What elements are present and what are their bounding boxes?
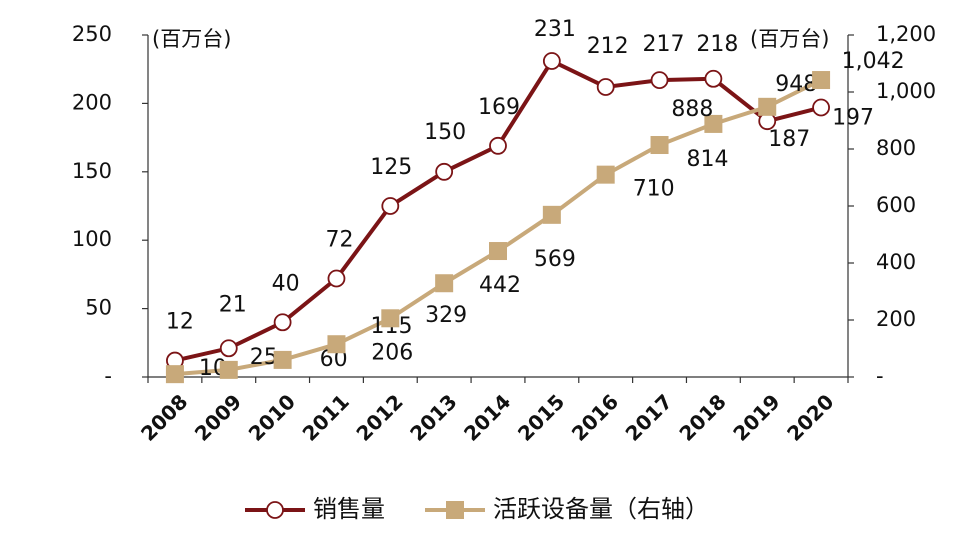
data-label: 814 (687, 147, 729, 172)
y-axis-unit: (百万台) (152, 27, 231, 51)
point (381, 309, 400, 328)
point (542, 205, 561, 224)
data-label: 948 (775, 72, 817, 97)
point (327, 335, 346, 354)
point (542, 52, 561, 70)
series-line (174, 78, 822, 377)
x-tick-label: 2011 (298, 389, 354, 445)
y2-tick-label: - (876, 364, 884, 388)
data-label: 231 (534, 17, 576, 42)
y-tick-label: 100 (72, 227, 112, 251)
y-tick-label: 150 (72, 159, 112, 183)
y2-tick-label: 600 (876, 193, 916, 217)
point (435, 162, 454, 181)
x-tick-label: 2009 (190, 389, 246, 445)
x-tick-label: 2010 (244, 389, 300, 445)
x-tick-label: 2013 (405, 389, 461, 445)
data-label: 329 (425, 303, 467, 328)
legend-marker (446, 501, 464, 519)
y2-tick-label: 1,000 (876, 79, 936, 103)
data-label: 710 (633, 177, 675, 202)
legend-marker (266, 501, 284, 519)
data-label: 187 (768, 127, 810, 152)
x-tick-label: 2018 (674, 389, 730, 445)
data-label: 169 (478, 95, 520, 120)
point (435, 274, 454, 293)
data-label: 442 (479, 273, 521, 298)
y2-tick-label: 800 (876, 136, 916, 160)
point (381, 197, 400, 215)
point (273, 313, 292, 332)
x-tick-label: 2012 (351, 389, 407, 445)
data-label: 21 (219, 292, 247, 317)
y-tick-label: 200 (72, 90, 112, 114)
x-tick-label: 2017 (621, 389, 677, 445)
y-tick-label: 50 (85, 296, 112, 320)
y2-tick-label: 400 (876, 250, 916, 274)
point (758, 97, 777, 116)
point (219, 360, 238, 379)
data-label: 212 (587, 34, 629, 59)
data-label: 125 (370, 155, 412, 180)
y2-axis-unit: (百万台) (750, 27, 829, 51)
point (596, 165, 615, 184)
data-label: 197 (832, 106, 874, 131)
y-tick-label: - (104, 364, 112, 388)
point (812, 98, 830, 117)
point (650, 71, 669, 90)
data-label: 12 (166, 310, 194, 335)
x-tick-label: 2008 (136, 389, 192, 445)
data-label: 1,042 (842, 49, 905, 74)
point (489, 242, 507, 261)
data-label: 40 (272, 271, 300, 296)
point (327, 269, 346, 288)
x-tick-label: 2016 (567, 389, 623, 445)
data-label: 206 (371, 340, 413, 365)
y2-tick-label: 200 (876, 307, 916, 331)
point (650, 136, 669, 155)
point (596, 78, 615, 96)
x-tick-label: 2014 (459, 389, 515, 445)
point (273, 350, 292, 369)
point (812, 71, 831, 90)
legend-label: 销售量 (313, 495, 385, 523)
data-label: 25 (250, 345, 278, 370)
x-tick-label: 2020 (782, 389, 838, 445)
data-label: 569 (534, 247, 576, 272)
x-tick-label: 2015 (513, 389, 569, 445)
y-tick-label: 250 (72, 22, 112, 46)
x-tick-label: 2019 (728, 389, 784, 445)
data-label: 218 (696, 32, 738, 57)
point (489, 136, 507, 155)
data-label: 150 (424, 120, 466, 145)
legend-label: 活跃设备量（右轴） (493, 495, 709, 523)
data-label: 217 (643, 32, 685, 57)
data-label: 72 (325, 228, 353, 253)
point (165, 365, 184, 384)
point (704, 69, 723, 88)
data-label: 888 (671, 97, 713, 122)
point (704, 114, 723, 133)
point (219, 339, 238, 358)
y2-tick-label: 1,200 (876, 22, 936, 46)
